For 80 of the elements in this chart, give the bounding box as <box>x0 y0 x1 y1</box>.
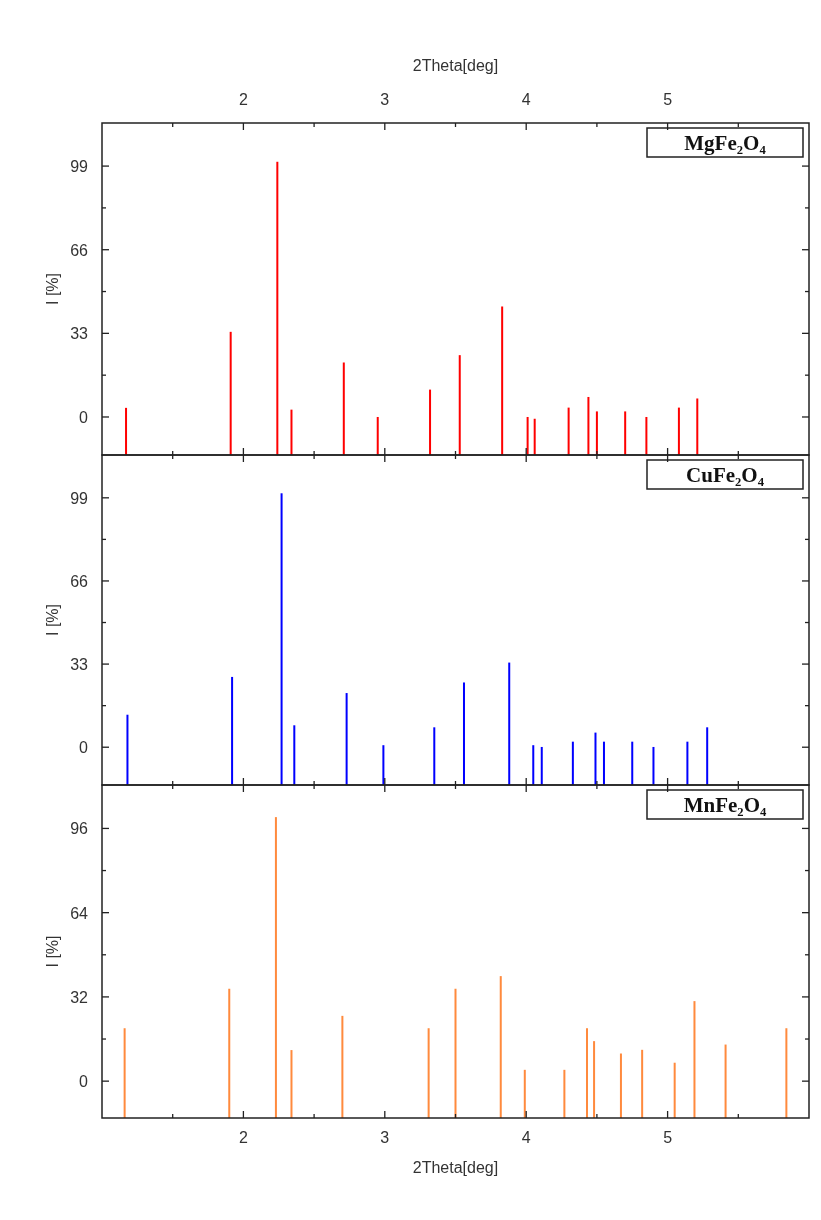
bar <box>376 416 379 455</box>
bar <box>293 725 296 785</box>
bar <box>458 355 461 455</box>
bar <box>280 493 283 785</box>
bar <box>454 988 457 1118</box>
y-tick-label: 99 <box>70 489 89 507</box>
x2-tick-label: 4 <box>521 91 531 108</box>
bar <box>645 416 648 455</box>
bar <box>563 1069 566 1118</box>
bar <box>228 988 231 1118</box>
bar <box>706 727 709 785</box>
y-tick-label: 0 <box>79 408 89 426</box>
bar <box>523 1069 526 1118</box>
bar <box>345 693 348 785</box>
x-tick-label: 4 <box>521 1129 531 1146</box>
bar <box>433 727 436 785</box>
bar <box>290 409 293 455</box>
bar <box>602 741 605 785</box>
x2-axis-title: 2Theta[deg] <box>412 57 499 74</box>
bar <box>631 741 634 785</box>
x-tick-label: 5 <box>663 1129 673 1146</box>
bar <box>724 1044 727 1118</box>
bar <box>276 161 279 455</box>
y-tick-label: 96 <box>70 820 89 838</box>
bar <box>540 746 543 785</box>
y-tick-label: 0 <box>79 739 89 757</box>
bar <box>624 411 627 455</box>
bar <box>677 407 680 455</box>
y-tick-label: 33 <box>70 656 89 674</box>
annotation: MnFe₂O₄ <box>683 793 767 817</box>
bar <box>571 741 574 785</box>
bar <box>532 745 535 785</box>
bar <box>619 1053 622 1118</box>
bar <box>341 1015 344 1118</box>
x-tick-label: 3 <box>380 1129 390 1146</box>
x2-tick-label: 3 <box>380 91 390 108</box>
bar <box>501 306 504 455</box>
bar <box>526 416 529 455</box>
bar <box>462 682 465 785</box>
bar <box>229 331 232 455</box>
bar <box>641 1049 644 1118</box>
bar <box>696 398 699 455</box>
bar <box>593 1041 596 1118</box>
bar <box>587 396 590 455</box>
annotation: MgFe₂O₄ <box>684 131 767 155</box>
x2-tick-label: 2 <box>238 91 248 108</box>
bar <box>785 1028 788 1118</box>
bar <box>594 732 597 785</box>
annotation: CuFe₂O₄ <box>686 463 765 487</box>
y-tick-label: 33 <box>70 325 89 343</box>
x2-tick-label: 5 <box>663 91 673 108</box>
bar <box>533 418 536 455</box>
bar <box>125 407 128 455</box>
y-tick-label: 99 <box>70 158 89 176</box>
bar <box>231 676 234 785</box>
y-tick-label: 32 <box>70 988 89 1006</box>
bar <box>429 389 432 455</box>
bar <box>427 1028 430 1118</box>
y-tick-label: 64 <box>70 904 89 922</box>
bar <box>342 362 345 455</box>
bar <box>673 1062 676 1118</box>
y-tick-label: 66 <box>70 572 89 590</box>
bar <box>652 746 655 785</box>
bar <box>123 1028 126 1118</box>
bar <box>508 662 511 785</box>
y-axis-title: I [%] <box>44 603 61 637</box>
y-axis-title: I [%] <box>44 935 61 968</box>
bar <box>274 817 277 1118</box>
bar <box>499 976 502 1118</box>
x-axis-title: 2Theta[deg] <box>412 1159 499 1176</box>
bar <box>567 407 570 455</box>
bar <box>693 1001 696 1118</box>
y-tick-label: 66 <box>70 241 89 259</box>
bar <box>290 1050 293 1118</box>
bar <box>686 741 689 785</box>
y-tick-label: 0 <box>79 1073 89 1091</box>
bar <box>382 745 385 785</box>
bar <box>586 1028 588 1118</box>
x-tick-label: 2 <box>238 1129 248 1146</box>
y-axis-title: I [%] <box>44 272 61 306</box>
